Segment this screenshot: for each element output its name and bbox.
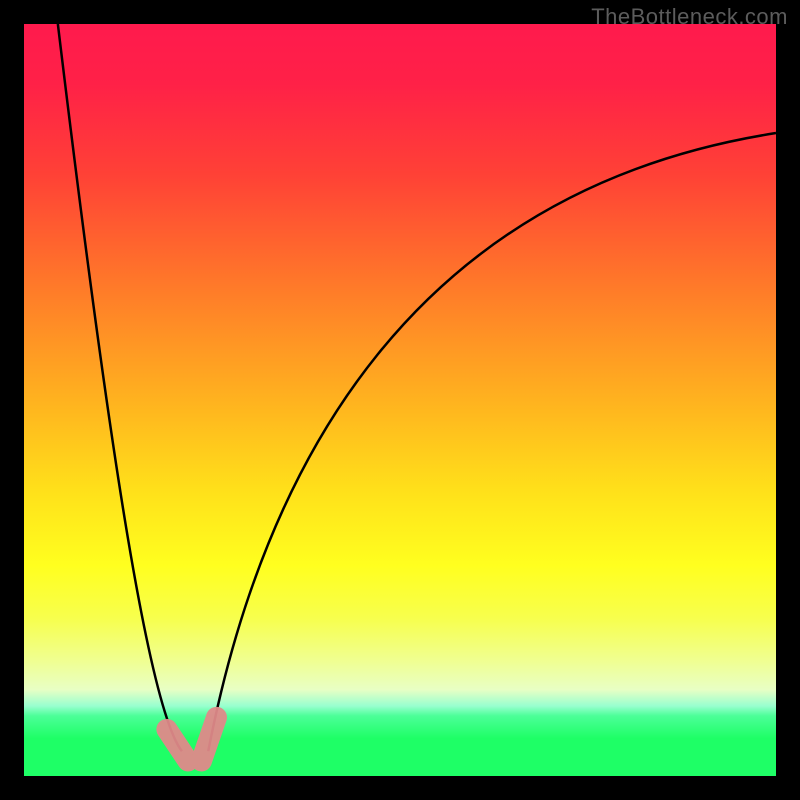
marker-segment-1	[201, 717, 216, 761]
plot-background	[24, 24, 776, 776]
watermark-text: TheBottleneck.com	[591, 4, 788, 30]
bottleneck-chart	[0, 0, 800, 800]
chart-container: TheBottleneck.com	[0, 0, 800, 800]
